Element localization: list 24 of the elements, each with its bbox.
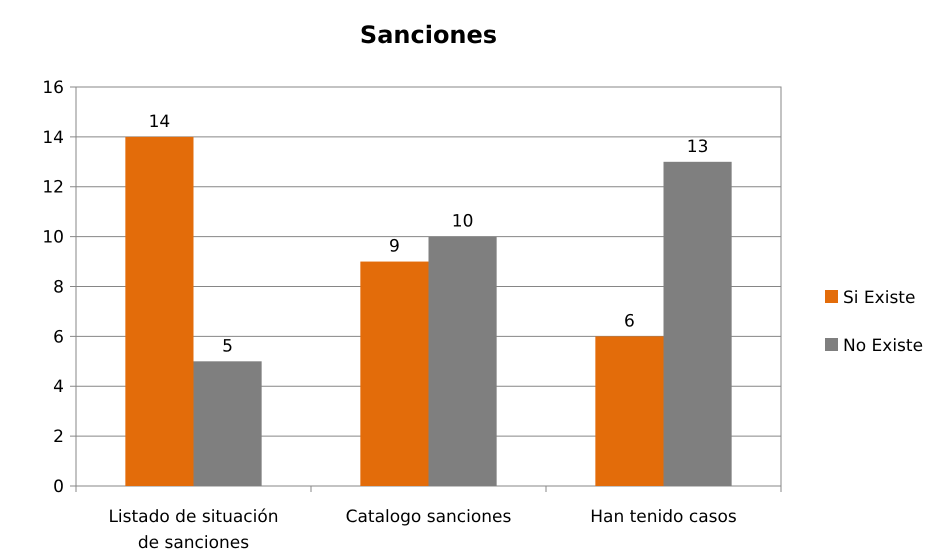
x-tick-label: Listado de situación de sanciones [108,507,279,553]
legend-label: No Existe [843,336,924,356]
data-label: 14 [148,112,170,132]
data-label: 13 [686,136,708,157]
y-tick-label: 14 [42,128,64,148]
data-label: 6 [624,311,635,332]
bar [360,262,428,486]
x-tick-label: Catalogo sanciones [346,507,512,527]
y-tick-label: 0 [53,476,64,497]
chart-title: Sanciones [360,21,498,49]
bar [595,336,664,486]
y-tick-label: 16 [42,78,64,98]
y-tick-label: 2 [53,427,64,448]
x-tick-label: Han tenido casos [590,507,737,527]
y-tick-label: 8 [53,277,64,298]
legend-label: Si Existe [843,288,916,308]
y-tick-label: 12 [42,178,64,198]
y-tick-label: 4 [53,377,64,398]
y-tick-label: 6 [53,327,64,348]
data-label: 10 [452,212,474,232]
y-tick-label: 10 [42,228,64,248]
data-label: 9 [389,236,400,257]
data-label: 5 [222,336,233,356]
bar [125,136,194,486]
